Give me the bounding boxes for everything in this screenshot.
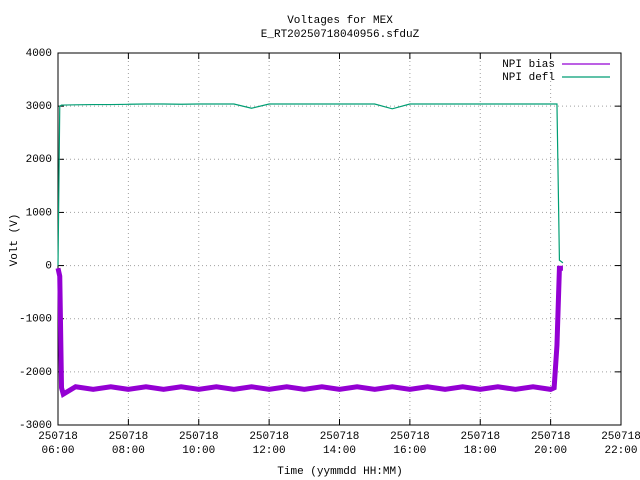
series-line (55, 265, 563, 399)
legend-label: NPI bias (502, 59, 555, 71)
x-tick-label: 250718 18:00 (460, 431, 501, 457)
x-tick-label: 250718 10:00 (178, 431, 219, 457)
y-axis-label: Volt (V) (9, 214, 21, 267)
y-tick-label: 4000 (26, 48, 52, 60)
x-tick-label: 250718 16:00 (390, 431, 430, 457)
x-tick-label: 250718 14:00 (319, 431, 360, 457)
legend-label: NPI defl (502, 72, 555, 84)
chart-title: Voltages for MEX (287, 15, 393, 27)
x-axis-label: Time (yymmdd HH:MM) (277, 466, 402, 478)
y-tick-label: 1000 (26, 207, 52, 219)
y-tick-label: -2000 (19, 367, 52, 379)
y-tick-label: -1000 (19, 314, 52, 326)
y-tick-label: -3000 (19, 420, 52, 432)
x-tick-label: 250718 06:00 (38, 431, 78, 457)
y-tick-label: 2000 (26, 154, 52, 166)
y-tick-label: 0 (45, 260, 52, 272)
x-tick-label: 250718 12:00 (249, 431, 289, 457)
chart-subtitle: E_RT20250718040956.sfduZ (261, 29, 420, 41)
series-line (57, 103, 564, 266)
x-tick-label: 250718 20:00 (530, 431, 571, 457)
x-tick-label: 250718 22:00 (601, 431, 640, 457)
y-tick-label: 3000 (26, 101, 52, 113)
x-tick-label: 250718 08:00 (108, 431, 149, 457)
